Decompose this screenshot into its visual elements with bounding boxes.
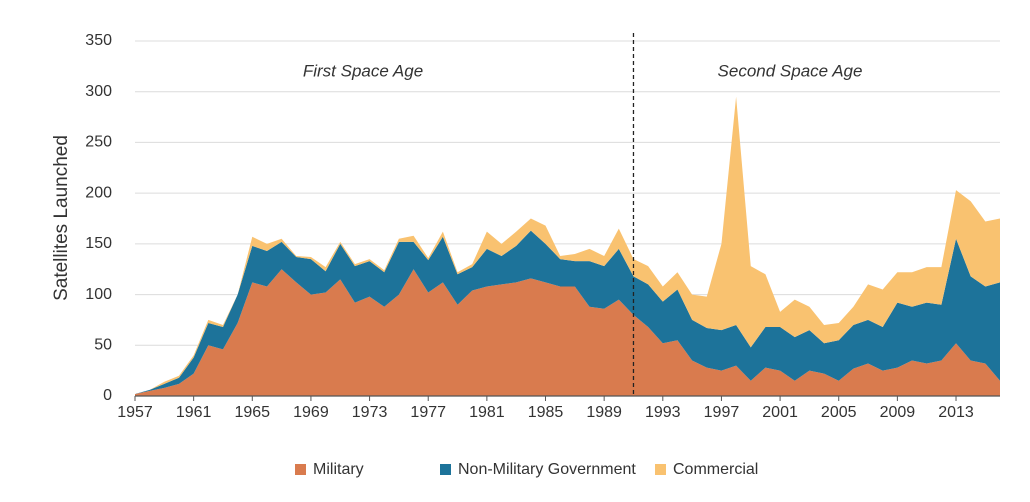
x-tick-label: 1957	[117, 404, 153, 421]
legend-label: Commercial	[673, 461, 758, 478]
area	[135, 269, 1000, 396]
x-tick-label: 2005	[821, 404, 857, 421]
y-tick-label: 50	[94, 337, 112, 354]
x-tick-label: 1981	[469, 404, 505, 421]
y-tick-label: 100	[85, 286, 112, 303]
annotation: First Space Age	[303, 61, 423, 80]
x-tick-label: 1965	[234, 404, 270, 421]
x-tick-label: 1993	[645, 404, 681, 421]
y-axis-label: Satellites Launched	[51, 135, 72, 301]
x-tick-label: 1961	[176, 404, 212, 421]
x-tick-label: 1989	[586, 404, 622, 421]
x-tick-label: 2009	[880, 404, 916, 421]
x-tick-label: 1973	[352, 404, 388, 421]
x-tick-label: 1969	[293, 404, 329, 421]
x-tick-label: 1985	[528, 404, 564, 421]
legend-label: Non-Military Government	[458, 461, 636, 478]
legend-label: Military	[313, 461, 364, 478]
y-tick-label: 150	[85, 235, 112, 252]
y-tick-label: 300	[85, 83, 112, 100]
y-tick-label: 350	[85, 32, 112, 49]
legend-swatch	[440, 464, 451, 475]
annotation: Second Space Age	[718, 61, 863, 80]
legend-swatch	[655, 464, 666, 475]
area	[135, 96, 1000, 394]
area	[135, 230, 1000, 394]
x-tick-label: 1977	[410, 404, 446, 421]
y-tick-label: 0	[103, 387, 112, 404]
x-tick-label: 2001	[762, 404, 798, 421]
y-tick-label: 250	[85, 134, 112, 151]
x-tick-label: 2013	[938, 404, 974, 421]
y-tick-label: 200	[85, 184, 112, 201]
x-tick-label: 1997	[704, 404, 740, 421]
legend-swatch	[295, 464, 306, 475]
